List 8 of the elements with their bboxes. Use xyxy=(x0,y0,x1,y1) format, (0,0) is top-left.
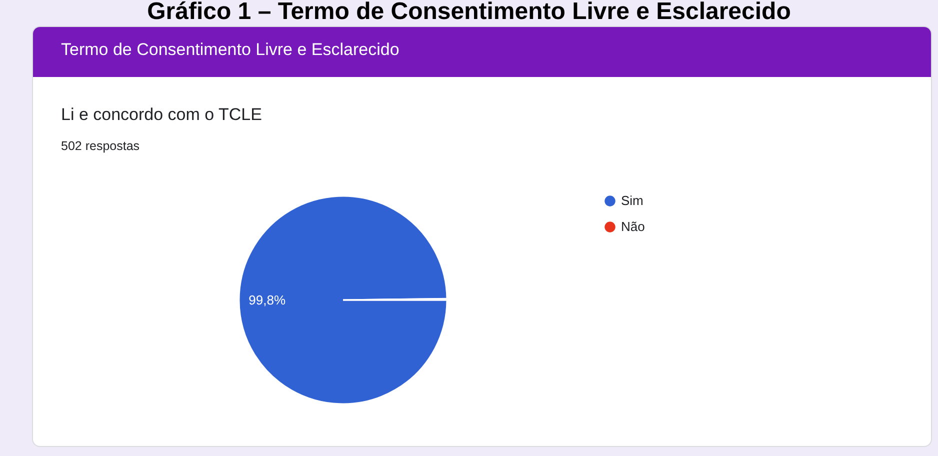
chart-title: Li e concordo com o TCLE xyxy=(61,105,262,125)
data-label: 99,8% xyxy=(248,292,286,308)
pie-slice xyxy=(238,195,448,405)
text: 502 respostas xyxy=(61,139,140,153)
legend-label: Sim xyxy=(621,193,644,208)
legend-label: Não xyxy=(621,219,645,234)
text: Gráfico 1 – Termo de Consentimento Livre e Esclarecido xyxy=(146,0,792,26)
text: Termo de Consentimento Livre e Esclarecido xyxy=(33,27,931,77)
